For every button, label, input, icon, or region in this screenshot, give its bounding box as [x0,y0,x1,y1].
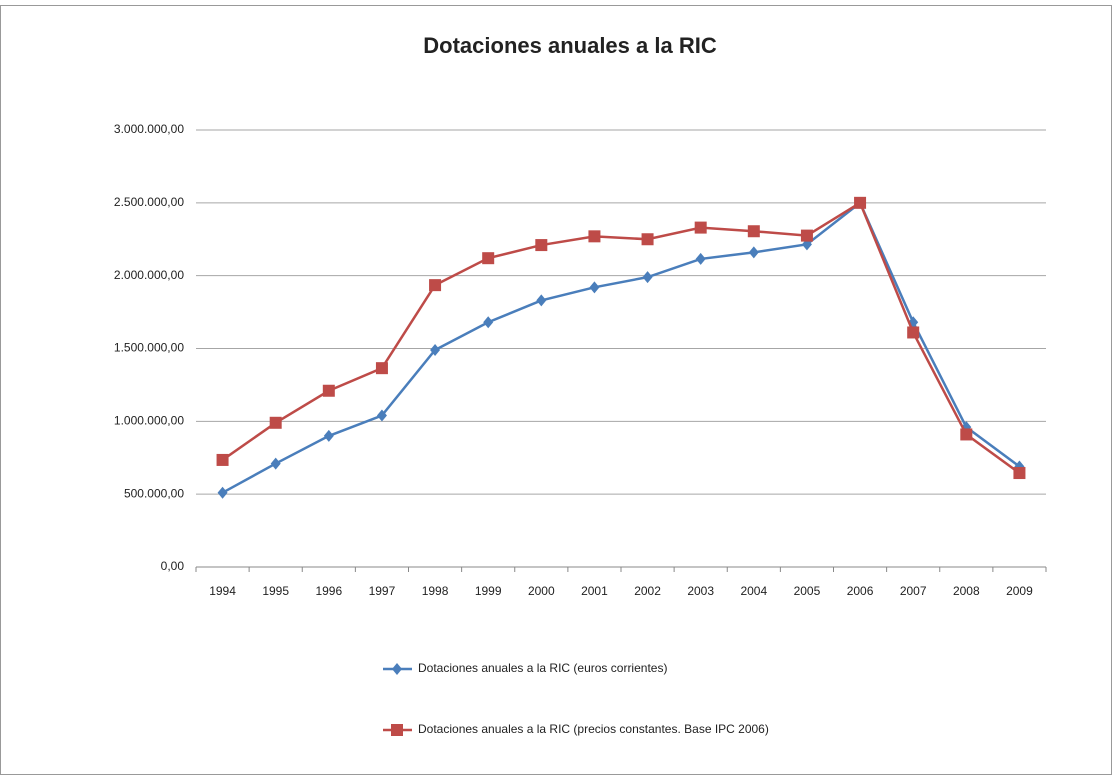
x-tick-label: 1996 [315,584,342,598]
data-point [694,221,707,234]
data-point [322,384,335,397]
x-tick-label: 2005 [794,584,821,598]
y-tick-label: 1.500.000,00 [114,341,184,355]
data-point [269,416,282,429]
x-tick-label: 1997 [369,584,396,598]
data-point [960,428,973,441]
x-tick-label: 2006 [847,584,874,598]
data-point [376,409,387,422]
series-line [221,200,1021,475]
y-tick-label: 500.000,00 [124,486,184,500]
data-point [217,486,228,499]
x-tick-label: 2000 [528,584,555,598]
data-point [375,362,388,375]
x-tick-label: 2008 [953,584,980,598]
x-tick-label: 1999 [475,584,502,598]
data-point [907,326,920,339]
data-point [483,316,494,329]
data-point [642,271,653,284]
data-point [854,196,867,209]
x-tick-label: 1995 [262,584,289,598]
x-tick-label: 2003 [687,584,714,598]
legend-marker [392,663,402,675]
x-tick-label: 2007 [900,584,927,598]
data-point [270,457,281,470]
data-point [430,343,441,356]
data-point [482,252,495,265]
data-point [589,281,600,294]
data-point [216,453,229,466]
chart-title: Dotaciones anuales a la RIC [423,33,717,58]
x-tick-label: 2004 [740,584,767,598]
x-tick-label: 1998 [422,584,449,598]
legend-label: Dotaciones anuales a la RIC (euros corri… [418,661,667,675]
x-tick-label: 2002 [634,584,661,598]
y-tick-label: 1.000.000,00 [114,414,184,428]
y-tick-label: 0,00 [161,559,185,573]
legend-marker [391,724,403,736]
y-tick-label: 2.500.000,00 [114,195,184,209]
x-tick-label: 2001 [581,584,608,598]
data-point [323,429,334,442]
data-point [695,252,706,265]
data-point [800,229,813,242]
data-point [748,246,759,259]
legend-label: Dotaciones anuales a la RIC (precios con… [418,722,769,736]
data-point [535,239,548,252]
y-tick-label: 2.000.000,00 [114,268,184,282]
x-tick-label: 2009 [1006,584,1033,598]
series-line [221,200,1021,494]
data-point [429,279,442,292]
x-tick-label: 1994 [209,584,236,598]
data-point [1013,467,1026,480]
data-point [536,294,547,307]
y-tick-label: 3.000.000,00 [114,122,184,136]
chart-frame [0,5,1112,775]
data-point [641,233,654,246]
data-point [588,230,601,243]
data-point [747,225,760,238]
